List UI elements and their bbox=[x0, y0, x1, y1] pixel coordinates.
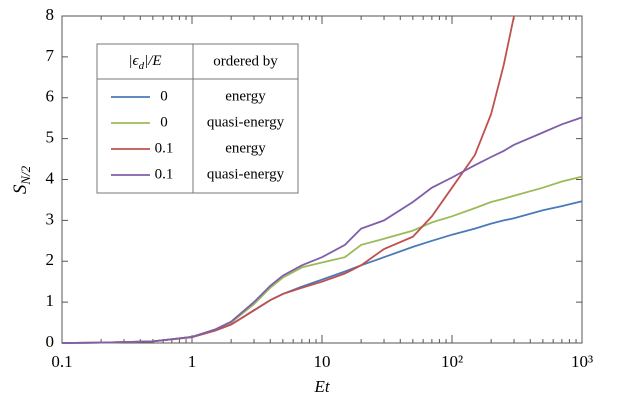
x-tick-label: 1 bbox=[188, 352, 197, 371]
y-tick-label: 8 bbox=[46, 5, 55, 24]
series-line bbox=[61, 116, 583, 344]
y-label-sub: N/2 bbox=[18, 165, 33, 185]
legend-header: ordered by bbox=[213, 53, 278, 69]
x-tick-label: 10³ bbox=[571, 352, 593, 371]
x-tick-label: 10 bbox=[314, 352, 331, 371]
y-tick-label: 3 bbox=[46, 209, 55, 228]
legend-label: 0 bbox=[160, 114, 168, 130]
x-axis-label: Et bbox=[313, 377, 330, 396]
y-tick-label: 7 bbox=[46, 46, 55, 65]
y-axis-label: SN/2 bbox=[10, 165, 33, 194]
y-tick-label: 2 bbox=[46, 250, 55, 269]
legend-header: |ϵd|/E bbox=[128, 53, 161, 71]
series-line bbox=[61, 200, 583, 344]
x-tick-label: 10² bbox=[441, 352, 463, 371]
legend-label: energy bbox=[225, 88, 266, 104]
legend-header-part: |/E bbox=[144, 53, 161, 69]
legend-label: quasi-energy bbox=[207, 166, 285, 182]
x-tick-label: 0.1 bbox=[51, 352, 72, 371]
legend-header-part: d bbox=[139, 60, 145, 72]
legend-label: 0.1 bbox=[155, 166, 174, 182]
legend-label: quasi-energy bbox=[207, 114, 285, 130]
y-tick-label: 4 bbox=[46, 168, 55, 187]
legend-header-part: |ϵ bbox=[128, 53, 139, 69]
y-tick-label: 5 bbox=[46, 128, 55, 147]
y-tick-label: 6 bbox=[46, 87, 55, 106]
legend-label: energy bbox=[225, 140, 266, 156]
y-tick-label: 1 bbox=[46, 291, 55, 310]
series-line bbox=[61, 175, 583, 344]
legend-label: 0.1 bbox=[155, 140, 174, 156]
y-label-main: S bbox=[10, 184, 31, 194]
legend-box bbox=[96, 43, 299, 194]
legend-label: 0 bbox=[160, 88, 168, 104]
y-tick-label: 0 bbox=[46, 332, 55, 351]
